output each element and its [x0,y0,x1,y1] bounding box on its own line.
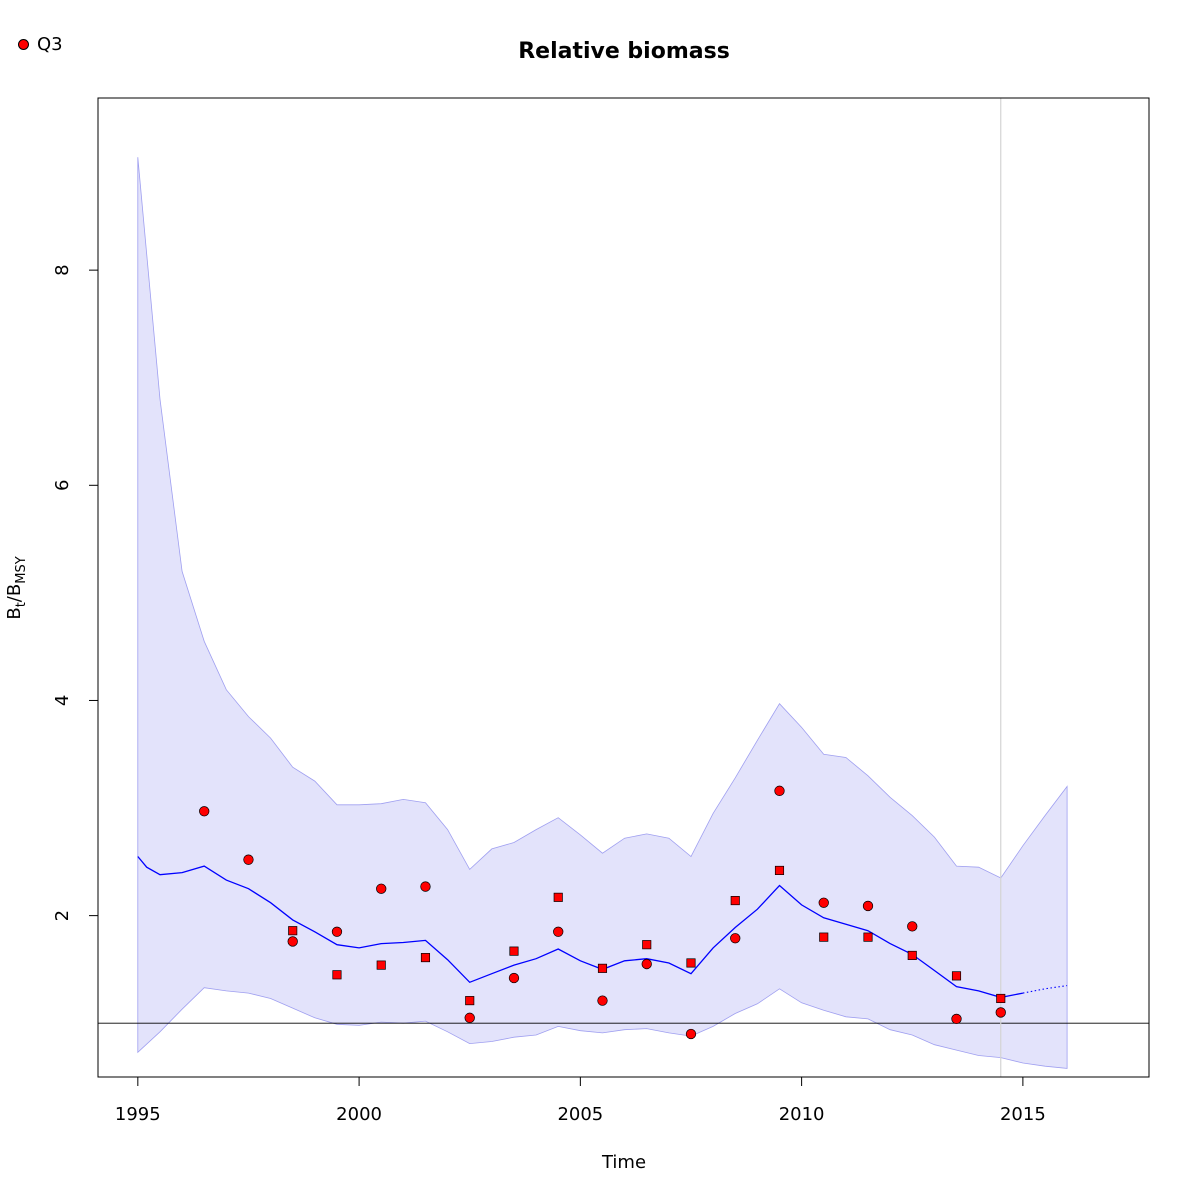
data-point-circle [730,933,741,944]
data-point-square [686,958,696,968]
data-point-circle [331,926,343,937]
data-point-square [376,960,386,970]
data-point-circle [597,995,608,1006]
data-point-square [553,892,563,902]
chart-title: Relative biomass [518,39,730,64]
data-point-circle [420,881,431,892]
data-point-circle [287,936,298,947]
data-point-circle [951,1013,962,1025]
data-point-square [597,963,608,973]
x-tick-label: 2015 [1000,1104,1046,1125]
legend: Q3 [18,34,63,55]
data-point-square [288,926,298,936]
plot-area [98,98,1149,1077]
data-point-circle [243,854,254,865]
data-point-square [819,932,829,942]
data-point-square [907,950,917,960]
x-tick-label: 2005 [557,1104,603,1125]
data-point-circle [995,1007,1006,1018]
data-point-square [863,932,873,942]
data-point-square [332,970,342,980]
data-point-square [420,953,431,963]
data-point-square [951,971,962,981]
data-point-circle [685,1028,697,1040]
data-point-circle [199,806,210,817]
y-axis-label: Bt/BMSY [4,556,29,619]
x-tick-label: 1995 [115,1104,161,1125]
data-point-circle [508,972,520,984]
data-point-square [996,993,1006,1004]
data-point-square [774,865,785,875]
data-point-circle [553,926,564,937]
data-point-square [509,946,519,956]
axes: 1995 2000 2005 2010 2015 2 4 6 8 [52,264,1046,1125]
y-tick-label: 4 [52,695,73,706]
x-tick-label: 2000 [336,1104,382,1125]
legend-marker-circle [18,39,29,50]
data-point-circle [862,900,874,912]
data-point-circle [641,958,652,970]
data-point-circle [376,883,387,894]
data-point-circle [464,1012,475,1023]
data-point-circle [774,785,785,796]
legend-label: Q3 [37,34,63,55]
data-point-circle [907,921,918,932]
y-tick-label: 6 [52,480,73,491]
x-axis-label: Time [601,1152,646,1173]
series-line-projection [1022,985,1068,994]
data-point-square [465,996,475,1006]
data-point-square [730,896,740,906]
confidence-band [137,157,1068,1069]
y-tick-label: 2 [52,910,73,921]
data-point-circle [818,897,829,908]
x-tick-label: 2010 [779,1104,825,1125]
y-tick-label: 8 [52,264,73,275]
data-point-square [642,940,652,950]
